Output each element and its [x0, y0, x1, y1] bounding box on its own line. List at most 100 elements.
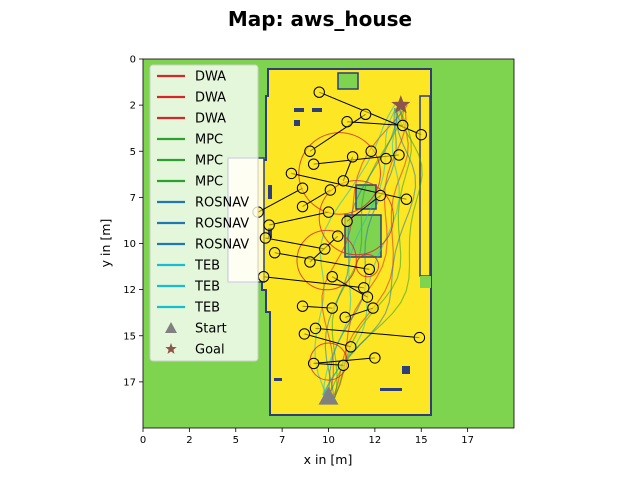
obstacle-link — [304, 333, 351, 348]
legend-label: MPC — [195, 154, 223, 169]
obstacle-link — [346, 195, 381, 222]
obstacle-link — [331, 276, 368, 298]
obstacle-markers — [252, 86, 427, 371]
obstacle-point — [380, 152, 392, 165]
obstacle-point — [307, 357, 320, 370]
obstacle-point — [413, 331, 426, 344]
obstacle-point — [361, 291, 374, 303]
obstacle-point — [341, 215, 353, 228]
chart-title: Map: aws_house — [228, 7, 412, 31]
obstacle-link — [315, 327, 420, 339]
obstacle-link — [263, 276, 364, 289]
legend-label: TEB — [194, 280, 220, 295]
collision-circle — [298, 132, 381, 215]
wall-detail-4 — [402, 366, 410, 374]
x-tick-label: 7 — [279, 435, 285, 446]
wall-detail-8 — [268, 228, 272, 238]
legend-box — [149, 64, 259, 362]
goal-marker — [391, 95, 411, 114]
y-tick-label: 17 — [123, 377, 136, 388]
legend-label: Goal — [195, 343, 225, 358]
legend-label: ROSNAV — [195, 196, 249, 211]
legend-label: MPC — [195, 133, 223, 148]
x-tick-label: 5 — [233, 435, 239, 446]
obstacle-point — [337, 175, 350, 187]
obstacle-point — [296, 200, 309, 213]
obstacle-point — [341, 116, 353, 128]
obstacle-point — [400, 193, 413, 205]
obstacle-point — [339, 311, 351, 323]
obstacle-point — [324, 184, 337, 196]
legend-triangle-swatch — [165, 322, 177, 333]
legend-label: DWA — [195, 91, 226, 106]
obstacle-link — [347, 121, 403, 126]
obstacle-link — [265, 237, 325, 250]
legend-label: Start — [195, 322, 227, 337]
obstacle-point — [337, 359, 350, 371]
collision-circle — [296, 229, 357, 291]
obstacle-point — [309, 322, 322, 335]
x-tick-label: 12 — [369, 435, 382, 446]
legend-label: TEB — [194, 259, 220, 274]
upper-inner-block — [337, 72, 359, 90]
y-tick-label: 2 — [130, 101, 136, 112]
x-axis-label: x in [m] — [304, 452, 353, 467]
legend-items: DWA DWA DWA MPC MPC MPC ROSNAV ROSNAV ROSNAV TEB T… — [157, 70, 249, 358]
obstacle-point — [365, 145, 377, 157]
obstacle-link — [309, 113, 366, 152]
legend-label: ROSNAV — [195, 217, 249, 232]
obstacle-point — [298, 328, 311, 340]
trajectory-path — [323, 108, 417, 396]
obstacle-point — [259, 232, 272, 244]
obstacle-point — [269, 247, 281, 259]
y-tick-label: 5 — [130, 147, 136, 158]
obstacle-point — [346, 151, 359, 163]
wall-detail-2 — [312, 108, 322, 112]
obstacle-link — [291, 172, 407, 200]
wall-detail-6 — [274, 378, 282, 381]
legend-star-swatch — [165, 343, 177, 354]
start-marker — [318, 386, 339, 405]
obstacle-point — [322, 206, 335, 218]
map-panel — [142, 58, 515, 429]
wall-detail-7 — [268, 185, 272, 199]
legend-label: TEB — [194, 301, 220, 316]
obstacle-point — [332, 230, 344, 242]
obstacle-link — [257, 187, 303, 213]
obstacle-point — [363, 263, 376, 276]
legend-label: DWA — [195, 112, 226, 127]
obstacle-point — [367, 302, 379, 314]
trajectory-path — [331, 104, 406, 401]
wall-detail-1 — [294, 108, 304, 112]
obstacle-point — [263, 219, 275, 231]
obstacle-point — [307, 158, 320, 170]
obstacle-point — [359, 108, 372, 121]
obstacle-point — [326, 271, 338, 283]
obstacle-point — [319, 243, 331, 255]
x-axis: 0 2 5 7 10 12 15 17 — [140, 428, 474, 446]
x-tick-label: 15 — [415, 435, 428, 446]
y-tick-label: 7 — [130, 193, 136, 204]
obstacle-point — [285, 167, 298, 180]
obstacle-point — [415, 128, 427, 141]
y-tick-label: 15 — [123, 331, 136, 342]
y-tick-label: 12 — [123, 285, 136, 296]
right-gap — [420, 276, 431, 288]
obstacle-point — [296, 300, 309, 312]
x-tick-label: 0 — [140, 435, 146, 446]
obstacle-point — [374, 189, 387, 202]
obstacle-point — [304, 145, 316, 157]
collision-circle — [355, 254, 380, 278]
obstacle-point — [369, 352, 381, 364]
obstacle-point — [326, 302, 338, 314]
obstacle-link — [274, 252, 370, 270]
x-tick-label: 2 — [186, 435, 192, 446]
y-axis: 0 2 5 7 10 12 15 17 — [123, 55, 143, 388]
obstacle-point — [304, 256, 316, 268]
obstacle-point — [296, 182, 309, 194]
obstacle-point — [257, 271, 270, 283]
y-tick-label: 10 — [123, 239, 136, 250]
obstacle-link — [269, 211, 329, 226]
legend-label: MPC — [195, 175, 223, 190]
